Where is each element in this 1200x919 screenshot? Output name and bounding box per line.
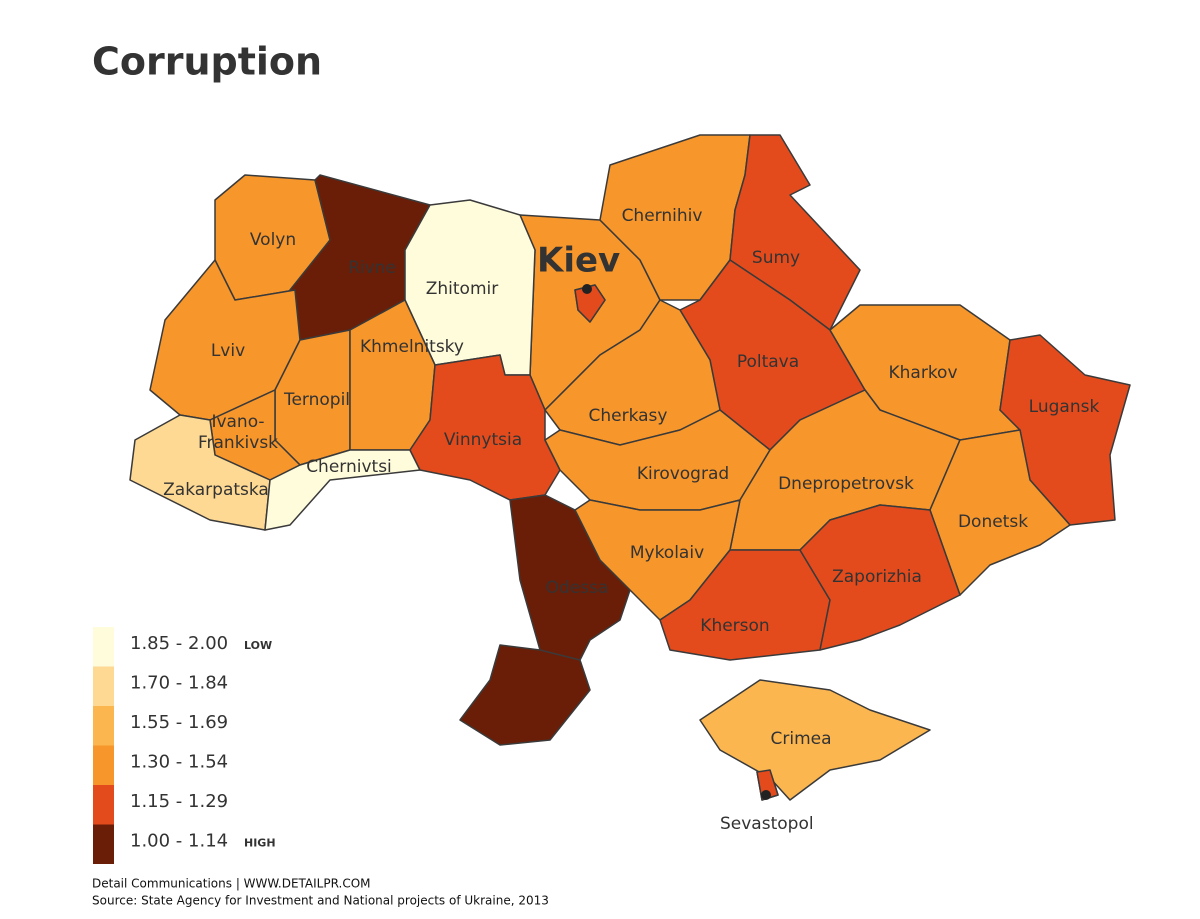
legend: 1.85 - 2.00 LOW 1.70 - 1.84 1.55 - 1.69 1.30… bbox=[93, 627, 276, 864]
footer-source: Source: State Agency for Investment and … bbox=[92, 894, 549, 908]
map-title: Corruption bbox=[92, 40, 322, 84]
legend-swatch bbox=[93, 666, 114, 706]
region-label: Ivano-Frankivsk bbox=[198, 412, 278, 453]
legend-label: 1.85 - 2.00 bbox=[130, 633, 228, 654]
region-label: Mykolaiv bbox=[630, 543, 704, 563]
region-label: Kharkov bbox=[888, 363, 957, 383]
region-label: Rivne bbox=[348, 258, 396, 278]
region bbox=[799, 504, 961, 651]
region bbox=[699, 679, 931, 801]
region-label: Zakarpatska bbox=[163, 480, 269, 500]
legend-swatch bbox=[93, 706, 114, 746]
region-label: Crimea bbox=[770, 729, 831, 749]
legend-note: HIGH bbox=[244, 837, 276, 850]
region-label: Cherkasy bbox=[589, 406, 668, 426]
city-dot bbox=[761, 790, 771, 800]
region-label: Chernivtsi bbox=[306, 457, 392, 477]
region-label: Odessa bbox=[546, 578, 609, 598]
region-label: Lviv bbox=[211, 341, 245, 361]
region-label: Dnepropetrovsk bbox=[778, 474, 914, 494]
legend-swatch bbox=[93, 824, 114, 864]
region-label: Zaporizhia bbox=[832, 567, 922, 587]
city-label: Sevastopol bbox=[720, 814, 814, 834]
legend-label: 1.70 - 1.84 bbox=[130, 673, 228, 694]
legend-swatch bbox=[93, 745, 114, 785]
region-label: Donetsk bbox=[958, 512, 1028, 532]
footer-credit: Detail Communications | WWW.DETAILPR.COM bbox=[92, 877, 371, 891]
legend-swatch bbox=[93, 627, 114, 667]
legend-label: 1.55 - 1.69 bbox=[130, 712, 228, 733]
region-label: Kherson bbox=[700, 616, 769, 636]
region bbox=[999, 334, 1131, 526]
legend-swatch bbox=[93, 785, 114, 825]
city-dot bbox=[582, 284, 592, 294]
region bbox=[574, 284, 606, 323]
regions bbox=[129, 134, 1131, 801]
region-label: Vinnytsia bbox=[444, 430, 522, 450]
region-label: Ternopil bbox=[283, 390, 350, 410]
region bbox=[459, 494, 631, 746]
region-labels: Volyn Rivne Zhitomir Lviv Ternopil Khmelnitsk… bbox=[163, 206, 1099, 834]
legend-note: LOW bbox=[244, 639, 272, 652]
region-label: Lugansk bbox=[1029, 397, 1100, 417]
legend-label: 1.00 - 1.14 bbox=[130, 831, 228, 852]
region-label: Zhitomir bbox=[426, 279, 498, 299]
legend-label: 1.15 - 1.29 bbox=[130, 791, 228, 812]
region bbox=[409, 354, 561, 501]
region-label: Poltava bbox=[737, 352, 799, 372]
region-label: Sumy bbox=[752, 248, 800, 268]
legend-label: 1.30 - 1.54 bbox=[130, 752, 228, 773]
region-label: Chernihiv bbox=[622, 206, 703, 226]
region-label: Volyn bbox=[250, 230, 296, 250]
region-label: Kirovograd bbox=[637, 464, 729, 484]
region-label: Khmelnitsky bbox=[360, 337, 464, 357]
city-label: Kiev bbox=[537, 241, 620, 281]
